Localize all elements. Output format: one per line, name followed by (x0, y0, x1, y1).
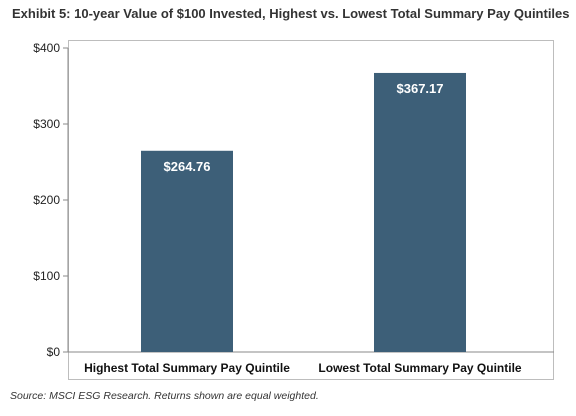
source-note: Source: MSCI ESG Research. Returns shown… (10, 390, 319, 402)
y-tick-label: $100 (33, 269, 60, 283)
bar-data-label: $367.17 (397, 81, 444, 96)
x-category-label: Highest Total Summary Pay Quintile (84, 361, 290, 375)
bar (141, 150, 233, 352)
chart-title: Exhibit 5: 10-year Value of $100 Investe… (12, 6, 570, 21)
bars (141, 72, 466, 352)
y-tick-label: $200 (33, 193, 60, 207)
y-tick-label: $400 (33, 41, 60, 55)
bar (374, 72, 466, 352)
bar-data-label: $264.76 (164, 159, 211, 174)
y-tick-label: $0 (47, 345, 61, 359)
labels: $264.76 Highest Total Summary Pay Quintil… (84, 81, 522, 375)
y-axis: $0 $100 $200 $300 $400 (33, 41, 554, 359)
x-category-label: Lowest Total Summary Pay Quintile (318, 361, 521, 375)
y-tick-label: $300 (33, 117, 60, 131)
